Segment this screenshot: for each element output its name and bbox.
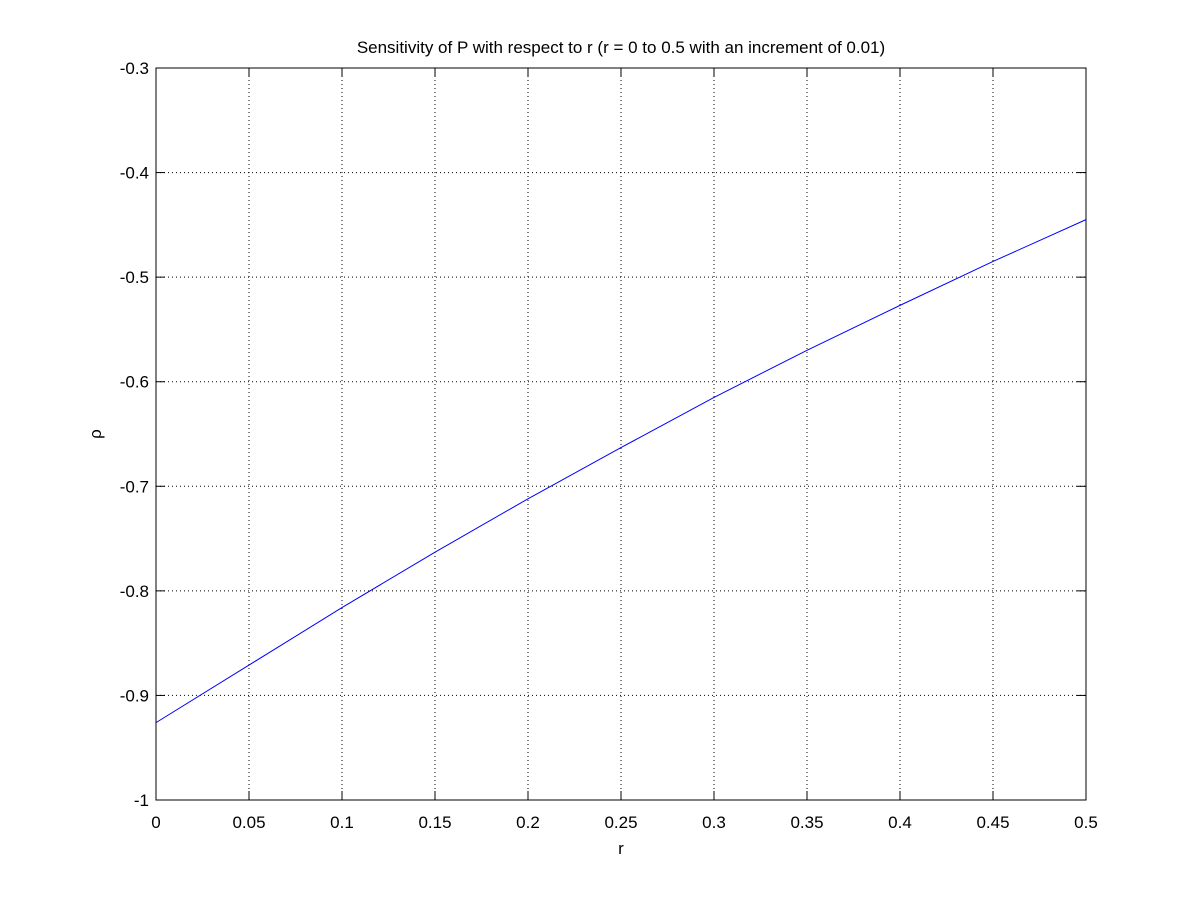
y-axis-label: ρ: [86, 429, 105, 439]
y-tick-labels: -1 -0.9 -0.8 -0.7 -0.6 -0.5 -0.4 -0.3: [120, 59, 149, 810]
x-tick-label: 0.3: [702, 813, 726, 832]
x-tick-label: 0.2: [516, 813, 540, 832]
x-tick-label: 0.25: [604, 813, 637, 832]
y-tick-label: -0.9: [120, 686, 149, 705]
x-tick-label: 0.4: [888, 813, 912, 832]
x-tick-label: 0.45: [976, 813, 1009, 832]
chart-title: Sensitivity of P with respect to r (r = …: [357, 38, 885, 57]
y-tick-label: -1: [134, 791, 149, 810]
y-tick-label: -0.7: [120, 477, 149, 496]
grid-lines: [156, 68, 1086, 800]
x-tick-label: 0.15: [418, 813, 451, 832]
tick-marks: [155, 67, 1087, 801]
x-tick-labels: 0 0.05 0.1 0.15 0.2 0.25 0.3 0.35 0.4 0.45 0.5: [151, 813, 1098, 832]
y-tick-label: -0.6: [120, 373, 149, 392]
x-tick-label: 0.5: [1074, 813, 1098, 832]
x-tick-label: 0.05: [232, 813, 265, 832]
y-tick-label: -0.4: [120, 164, 149, 183]
series-line: [155, 219, 1087, 724]
y-tick-label: -0.8: [120, 582, 149, 601]
series-layer: [155, 219, 1087, 724]
x-tick-label: 0.35: [790, 813, 823, 832]
y-tick-label: -0.5: [120, 268, 149, 287]
x-tick-label: 0.1: [330, 813, 354, 832]
x-axis-label: r: [618, 839, 624, 858]
x-tick-label: 0: [151, 813, 160, 832]
plot-area: [156, 68, 1086, 800]
y-tick-label: -0.3: [120, 59, 149, 78]
